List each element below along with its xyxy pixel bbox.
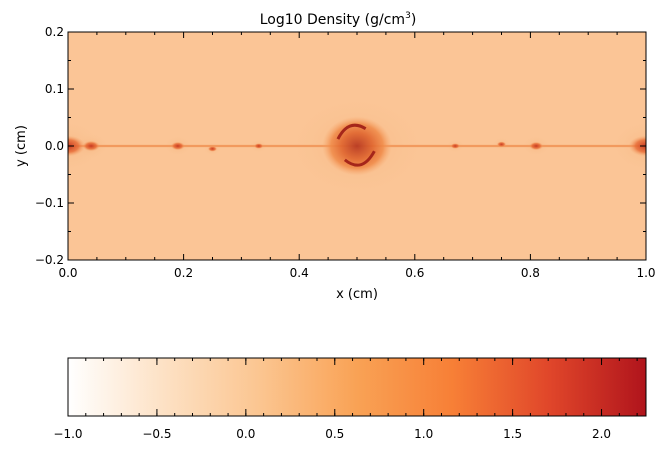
chart-title-superscript: 3	[405, 11, 411, 21]
heatmap-clumps	[68, 116, 646, 176]
colorbar	[67, 357, 647, 417]
y-tick-label-2: 0.0	[45, 139, 64, 153]
vortex-arm-upper	[336, 123, 367, 140]
density-clump-2	[170, 141, 185, 151]
density-clump-8	[529, 141, 544, 151]
x-axis-label: x (cm)	[336, 287, 378, 302]
x-tick-label-5: 1.0	[636, 266, 655, 280]
colorbar-tick-label-5: 1.5	[503, 427, 522, 441]
colorbar-tick-label-1: −0.5	[142, 427, 171, 441]
colorbar-ticks: −1.0 −0.5 0.0 0.5 1.0 1.5 2.0	[53, 358, 638, 441]
density-clump-3	[207, 146, 218, 152]
x-tick-label-4: 0.8	[521, 266, 540, 280]
y-tick-label-1: −0.1	[35, 196, 64, 210]
density-clump-6	[450, 143, 460, 149]
x-tick-label-1: 0.2	[174, 266, 193, 280]
x-axis-ticks: 0.0 0.2 0.4 0.6 0.8 1.0	[58, 32, 656, 280]
chart-title: Log10 Density (g/cm3)	[260, 11, 417, 28]
colorbar-tick-label-0: −1.0	[53, 427, 82, 441]
y-tick-label-4: 0.2	[45, 25, 64, 39]
x-tick-label-2: 0.4	[290, 266, 309, 280]
y-axis-label: y (cm)	[14, 125, 29, 167]
y-tick-label-3: 0.1	[45, 82, 64, 96]
density-clump-0	[68, 135, 86, 157]
colorbar-tick-label-2: 0.0	[236, 427, 255, 441]
x-tick-label-3: 0.6	[405, 266, 424, 280]
density-clump-7	[496, 141, 507, 148]
density-clump-9	[628, 135, 646, 157]
y-axis-ticks: −0.2 −0.1 0.0 0.1 0.2	[35, 25, 646, 267]
colorbar-tick-label-4: 1.0	[414, 427, 433, 441]
vortex-arm-lower	[343, 150, 376, 167]
vortex-core	[322, 116, 392, 176]
x-tick-label-0: 0.0	[58, 266, 77, 280]
chart-title-main: Log10 Density (g/cm	[260, 12, 405, 28]
colorbar-tick-label-6: 2.0	[592, 427, 611, 441]
density-clump-1	[82, 140, 100, 152]
chart-title-close: )	[411, 12, 416, 28]
density-clump-4	[254, 143, 264, 149]
density-heatmap	[68, 32, 646, 260]
y-tick-label-0: −0.2	[35, 253, 64, 267]
colorbar-tick-label-3: 0.5	[325, 427, 344, 441]
